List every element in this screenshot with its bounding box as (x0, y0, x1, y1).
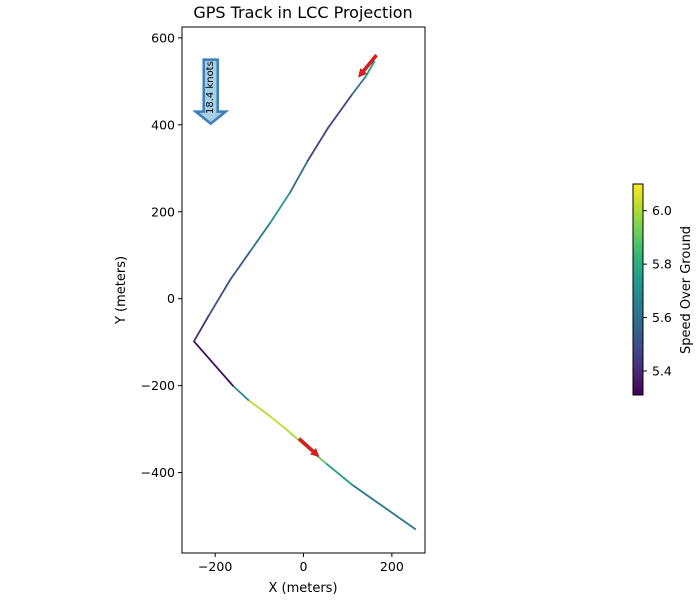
x-tick-label: −200 (198, 559, 232, 574)
direction-arrow (358, 53, 378, 78)
chart-title: GPS Track in LCC Projection (193, 3, 412, 22)
track-segment (249, 221, 272, 252)
colorbar-tick-label: 5.8 (652, 257, 672, 272)
x-axis-label: X (meters) (268, 581, 337, 596)
colorbar: 5.4 5.6 5.8 6.0 (632, 183, 672, 396)
colorbar-gradient (632, 183, 644, 396)
gps-track (193, 60, 417, 530)
x-tick-label: 0 (300, 559, 308, 574)
y-tick-label: 400 (151, 117, 175, 132)
colorbar-label: Speed Over Ground (679, 226, 694, 354)
y-axis: −400 −200 0 200 400 600 (141, 30, 182, 480)
track-segment (247, 399, 270, 416)
y-tick-label: 200 (151, 204, 175, 219)
y-axis-label: Y (meters) (114, 256, 129, 325)
track-segment (351, 483, 417, 530)
track-segment (351, 76, 367, 96)
y-tick-label: 0 (167, 291, 175, 306)
x-tick-label: 200 (380, 559, 404, 574)
colorbar-tick-label: 6.0 (652, 203, 672, 218)
track-segment (269, 191, 292, 224)
track-segment (364, 60, 376, 78)
colorbar-tick-label: 5.6 (652, 310, 672, 325)
track-segment (289, 159, 309, 194)
track-segment (231, 384, 250, 401)
y-tick-label: −400 (141, 465, 175, 480)
y-tick-label: −200 (141, 378, 175, 393)
track-segment (193, 340, 234, 387)
direction-arrows (297, 53, 378, 457)
y-tick-label: 600 (151, 30, 175, 45)
wind-speed-label: 18.4 knots (205, 61, 216, 114)
track-segment (207, 278, 232, 317)
track-segment (229, 249, 252, 281)
track-segment (326, 93, 354, 130)
wind-indicator: 18.4 knots (192, 58, 230, 126)
x-axis: −200 0 200 (198, 553, 404, 574)
track-segment (193, 315, 210, 343)
wind-arrow-icon (192, 58, 230, 126)
track-segment (324, 462, 354, 486)
colorbar-tick-label: 5.4 (652, 363, 672, 378)
direction-arrow (297, 437, 320, 457)
track-segment (267, 413, 287, 431)
track-segment (307, 127, 329, 162)
